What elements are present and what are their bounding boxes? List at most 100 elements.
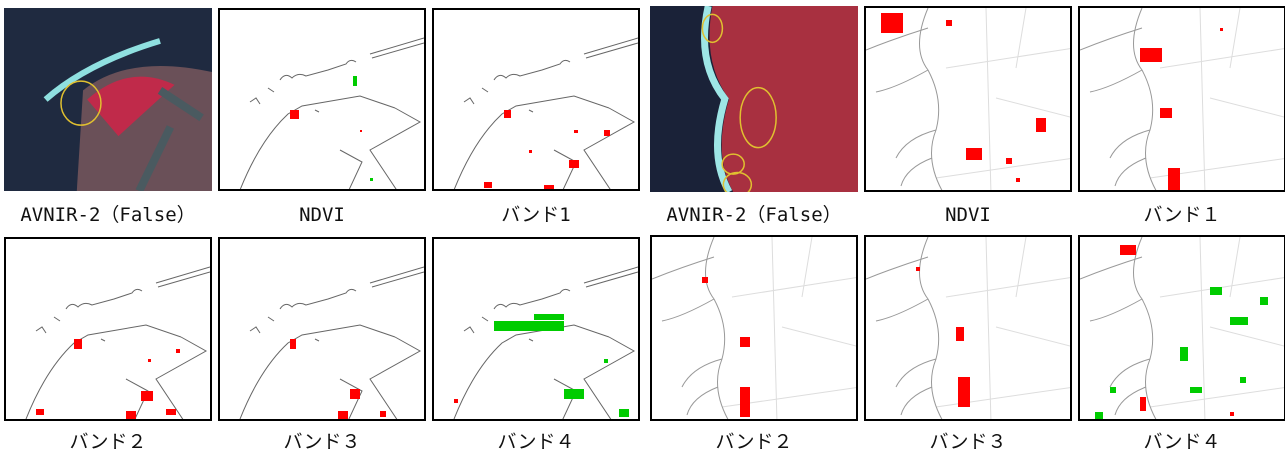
pixel-patch	[353, 76, 357, 86]
figure: AVNIR-2（False）NDVIバンド1バンド２バンド３バンド４AVNIR-…	[0, 0, 1285, 461]
outline	[340, 150, 362, 189]
classification-map	[864, 235, 1072, 421]
road	[1150, 8, 1284, 190]
pixel-patch	[619, 409, 629, 417]
panel-graphic	[434, 10, 638, 189]
outline	[1134, 237, 1159, 419]
pixel-patch	[176, 349, 180, 353]
pixel-patch	[338, 411, 348, 419]
classification-map	[1078, 235, 1285, 421]
pixel-patch	[148, 359, 151, 362]
pixel-patch	[504, 110, 511, 118]
pixel-patch	[1016, 178, 1020, 182]
classification-map	[1078, 6, 1285, 192]
panel-graphic	[652, 237, 856, 419]
pixel-patch	[916, 267, 920, 271]
outline	[584, 267, 638, 287]
pixel-patch	[126, 411, 136, 419]
caption: バンド２	[1, 431, 215, 453]
outline	[652, 257, 714, 279]
pixel-patch	[564, 389, 584, 399]
pixel-patch	[946, 20, 952, 26]
caption: バンド３	[215, 431, 429, 453]
outline	[554, 150, 576, 189]
pixel-patch	[1160, 108, 1172, 118]
outline	[370, 38, 424, 58]
classification-map	[650, 235, 858, 421]
outline	[240, 325, 395, 419]
pixel-patch	[36, 409, 44, 415]
pixel-patch	[494, 321, 564, 331]
pixel-patch	[290, 110, 299, 119]
pixel-patch	[956, 327, 964, 341]
pixel-patch	[569, 160, 579, 168]
panel-graphic	[866, 237, 1070, 419]
outline	[280, 289, 356, 309]
pixel-patch	[1220, 28, 1223, 31]
satellite-image	[650, 6, 858, 192]
outline	[250, 88, 319, 112]
outline	[584, 38, 638, 58]
pixel-patch	[1190, 387, 1202, 393]
pixel-patch	[966, 148, 982, 160]
outline	[66, 289, 142, 309]
classification-map	[218, 237, 426, 421]
caption: NDVI	[861, 204, 1075, 226]
pixel-patch	[702, 277, 708, 283]
panel-graphic	[1080, 8, 1284, 190]
pixel-patch	[484, 182, 492, 188]
pixel-patch	[740, 387, 750, 417]
classification-map	[432, 237, 640, 421]
pixel-patch	[1140, 48, 1162, 62]
outline	[876, 299, 936, 415]
outline	[156, 337, 206, 419]
pixel-patch	[1140, 397, 1146, 411]
outline	[876, 70, 936, 186]
pixel-patch	[604, 130, 610, 136]
outline	[1080, 28, 1142, 50]
pixel-patch	[1095, 412, 1103, 419]
pixel-patch	[1120, 245, 1136, 255]
panel-graphic	[220, 239, 424, 419]
pixel-patch	[1230, 317, 1248, 325]
outline	[920, 237, 945, 419]
outline	[454, 96, 609, 189]
caption: バンド４	[1075, 431, 1285, 453]
pixel-patch	[529, 150, 532, 153]
pixel-patch	[1260, 297, 1268, 305]
panel-graphic	[866, 8, 1070, 190]
outline	[494, 289, 570, 309]
outline	[494, 60, 570, 80]
panel-graphic	[6, 239, 210, 419]
pixel-patch	[74, 339, 82, 349]
pixel-patch	[1036, 118, 1046, 132]
caption: バンド４	[429, 431, 643, 453]
pixel-patch	[1240, 377, 1246, 383]
pixel-patch	[958, 377, 970, 407]
pixel-patch	[380, 411, 386, 417]
pixel-patch	[1006, 158, 1012, 164]
classification-map	[218, 8, 426, 191]
pixel-patch	[370, 178, 373, 181]
pixel-patch	[1230, 412, 1234, 416]
classification-map	[432, 8, 640, 191]
pixel-patch	[166, 409, 176, 415]
caption: AVNIR-2（False）	[1, 204, 215, 226]
caption: バンド１	[1075, 204, 1285, 226]
pixel-patch	[740, 337, 750, 347]
outline	[370, 337, 420, 419]
road	[936, 8, 1070, 190]
outline	[370, 267, 424, 287]
panel-graphic	[1080, 237, 1284, 419]
road	[1150, 237, 1284, 419]
caption: バンド1	[429, 204, 643, 226]
outline	[36, 317, 105, 341]
pixel-patch	[544, 185, 554, 189]
outline	[240, 96, 395, 189]
pixel-patch	[1210, 287, 1222, 295]
outline	[26, 325, 181, 419]
outline	[584, 108, 634, 189]
pixel-patch	[604, 359, 608, 363]
pixel-patch	[1180, 347, 1188, 361]
panel-graphic	[650, 6, 858, 192]
